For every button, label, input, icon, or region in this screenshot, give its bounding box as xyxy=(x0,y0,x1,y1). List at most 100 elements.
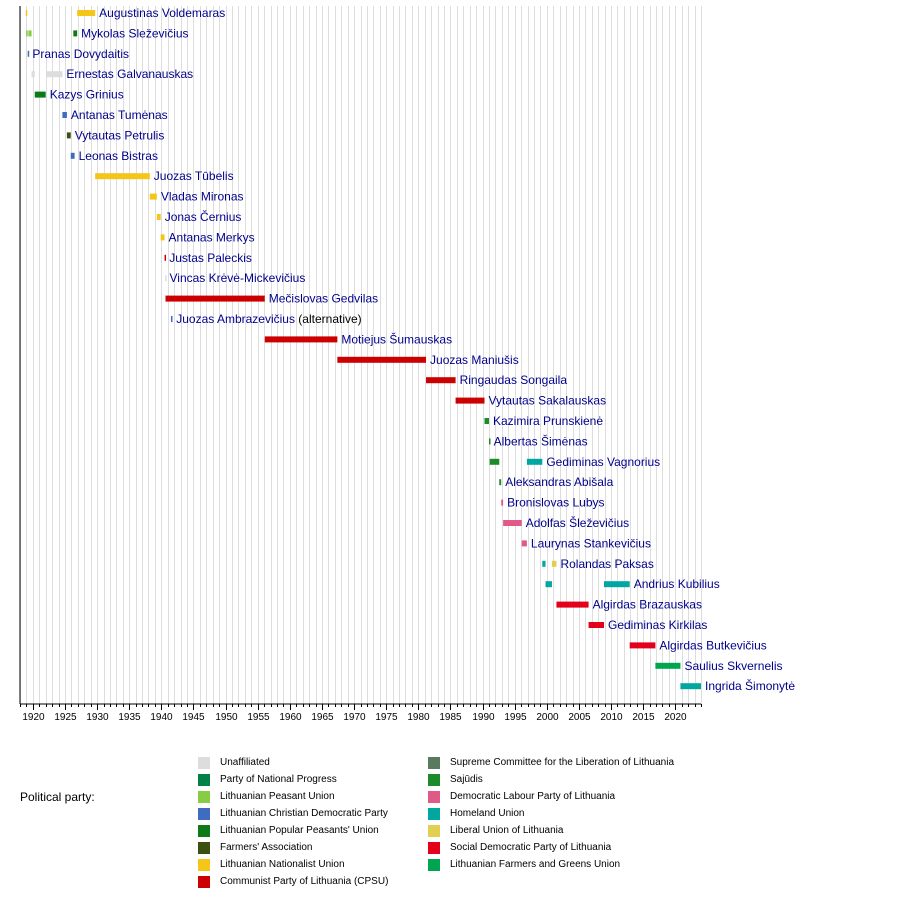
pm-name-label: Gediminas Kirkilas xyxy=(608,618,707,632)
legend-label: Supreme Committee for the Liberation of … xyxy=(450,757,675,768)
x-tick-label: 1955 xyxy=(247,712,270,723)
term-bar xyxy=(160,234,165,241)
legend-item: Lithuanian Christian Democratic Party xyxy=(198,808,388,825)
pm-name-label: Mečislovas Gedvilas xyxy=(269,292,378,306)
legend-item: Communist Party of Lithuania (CPSU) xyxy=(198,876,388,893)
legend-item: Supreme Committee for the Liberation of … xyxy=(428,757,674,774)
term-bar xyxy=(501,499,504,506)
term-bar xyxy=(629,642,656,649)
legend-swatch xyxy=(198,808,210,820)
pm-name-label: Mykolas Sleževičius xyxy=(81,26,188,40)
term-bar xyxy=(556,601,589,608)
pm-name-label: Juozas Ambrazevičius (alternative) xyxy=(176,312,361,326)
legend-label: Democratic Labour Party of Lithuania xyxy=(450,791,616,802)
legend-item: Lithuanian Farmers and Greens Union xyxy=(428,859,620,876)
x-tick-label: 1930 xyxy=(86,712,109,723)
legend-label: Farmers' Association xyxy=(220,842,313,853)
pm-name-label: Antanas Tumėnas xyxy=(71,108,168,122)
term-bar xyxy=(488,438,491,445)
legend-swatch xyxy=(428,808,440,820)
pm-name-label: Adolfas Šleževičius xyxy=(526,515,629,530)
pm-name-label: Motiejus Šumauskas xyxy=(341,331,452,346)
legend-swatch xyxy=(198,842,210,854)
x-tick-label: 1980 xyxy=(407,712,430,723)
legend-item: Party of National Progress xyxy=(198,774,337,791)
term-bar xyxy=(526,458,543,465)
x-tick-label: 1950 xyxy=(215,712,238,723)
pm-name-label: Ringaudas Songaila xyxy=(460,373,568,387)
legend-item: Homeland Union xyxy=(428,808,525,825)
term-bar xyxy=(31,71,35,78)
term-bar xyxy=(149,193,157,200)
x-axis-ticks: 1920 1925 1930 1935 1940 1945 1950 1955 1960 1965… xyxy=(20,704,702,723)
pm-name-label: Bronislovas Lubys xyxy=(507,496,604,510)
term-bar xyxy=(545,581,552,588)
term-bar xyxy=(66,132,71,139)
pm-name-label: Juozas Maniušis xyxy=(430,353,519,367)
term-bar xyxy=(426,377,456,384)
legend-swatch xyxy=(428,757,440,769)
term-bar xyxy=(499,479,502,486)
legend-label: Liberal Union of Lithuania xyxy=(450,825,564,836)
legend-item: Sajūdis xyxy=(428,774,483,791)
pm-name-label: Aleksandras Abišala xyxy=(505,475,613,489)
legend-label: Lithuanian Farmers and Greens Union xyxy=(450,859,621,870)
legend-item: Farmers' Association xyxy=(198,842,313,859)
legend-label: Communist Party of Lithuania (CPSU) xyxy=(220,876,389,887)
legend-item: Lithuanian Nationalist Union xyxy=(198,859,345,876)
x-tick-label: 2015 xyxy=(632,712,655,723)
pm-label-note: (alternative) xyxy=(295,312,362,326)
term-bar xyxy=(264,336,338,343)
pm-name-label: Saulius Skvernelis xyxy=(684,659,782,673)
term-bar xyxy=(588,622,604,628)
term-bar xyxy=(46,71,63,78)
term-bar xyxy=(62,112,67,118)
term-bar xyxy=(73,30,78,37)
pm-name-label: Leonas Bistras xyxy=(79,149,158,163)
pm-name-label: Rolandas Paksas xyxy=(560,557,653,571)
pm-name-label: Albertas Šimėnas xyxy=(494,433,588,448)
legend-swatch xyxy=(428,859,440,871)
pm-name-label: Augustinas Voldemaras xyxy=(99,6,225,20)
pm-name-label: Kazys Grinius xyxy=(50,88,124,102)
legend-swatch xyxy=(198,774,210,786)
legend-swatch xyxy=(428,842,440,854)
pm-name-label: Kazimira Prunskienė xyxy=(493,414,603,428)
pm-name-label: Ernestas Galvanauskas xyxy=(66,67,193,81)
term-bar xyxy=(680,683,701,690)
x-tick-label: 1965 xyxy=(311,712,334,723)
term-bars xyxy=(25,10,701,690)
term-bar xyxy=(655,662,681,669)
x-tick-label: 1985 xyxy=(439,712,462,723)
x-tick-label: 1935 xyxy=(118,712,141,723)
pm-name-label: Algirdas Butkevičius xyxy=(659,638,766,652)
x-tick-label: 2020 xyxy=(664,712,687,723)
pm-name-label: Gediminas Vagnorius xyxy=(546,455,660,469)
legend-item: Liberal Union of Lithuania xyxy=(428,825,563,842)
term-bar xyxy=(34,91,46,98)
x-tick-label: 1945 xyxy=(182,712,205,723)
legend-label: Unaffiliated xyxy=(220,757,270,768)
pm-name-label: Andrius Kubilius xyxy=(634,577,720,591)
legend-item: Democratic Labour Party of Lithuania xyxy=(428,791,615,808)
pm-name-label: Antanas Merkys xyxy=(169,230,255,244)
legend-swatch xyxy=(198,859,210,871)
legend-item: Social Democratic Party of Lithuania xyxy=(428,842,611,859)
pm-name-label: Laurynas Stankevičius xyxy=(531,536,651,550)
pm-labels: Augustinas Voldemaras Mykolas Sleževičius… xyxy=(32,6,795,693)
term-bar xyxy=(26,30,28,37)
term-bar xyxy=(521,540,527,547)
pm-name-label: Justas Paleckis xyxy=(169,251,252,265)
x-tick-label: 2000 xyxy=(536,712,559,723)
legend-label: Lithuanian Christian Democratic Party xyxy=(220,808,388,819)
x-tick-label: 1920 xyxy=(22,712,45,723)
x-tick-label: 2005 xyxy=(568,712,591,723)
term-bar xyxy=(156,214,161,220)
legend-label: Sajūdis xyxy=(450,774,483,785)
pm-name-label: Juozas Tūbelis xyxy=(154,169,234,183)
term-bar xyxy=(25,10,28,16)
legend-swatch xyxy=(198,825,210,837)
pm-name-label: Vytautas Petrulis xyxy=(75,128,165,142)
x-tick-label: 1970 xyxy=(343,712,366,723)
